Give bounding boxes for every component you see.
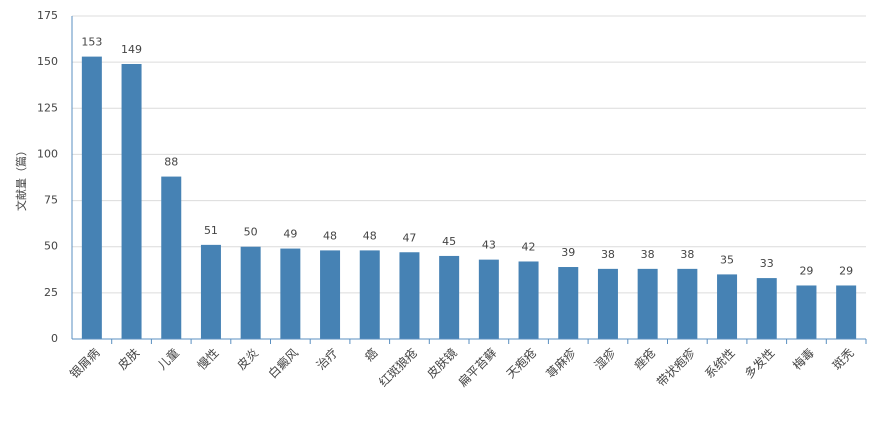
data-label: 48 (363, 229, 377, 242)
y-axis-label: 文献量（篇） (14, 145, 28, 211)
y-tick-label: 150 (37, 55, 58, 68)
x-tick-label: 荨麻疹 (543, 345, 579, 381)
data-label: 149 (121, 43, 142, 56)
data-label: 35 (720, 253, 734, 266)
bar (597, 268, 618, 339)
data-label: 39 (561, 246, 575, 259)
data-label: 43 (482, 239, 496, 252)
bar (200, 244, 221, 339)
y-tick-label: 75 (44, 194, 58, 207)
x-tick-label: 儿童 (154, 345, 182, 373)
x-tick-label: 皮炎 (234, 346, 261, 373)
bar (399, 252, 420, 339)
data-label: 29 (839, 264, 853, 277)
data-label: 50 (244, 226, 258, 239)
bar (320, 250, 341, 339)
x-tick-label: 皮肤镜 (424, 345, 460, 381)
data-label: 48 (323, 229, 337, 242)
x-tick-label: 梅毒 (789, 345, 817, 373)
data-label: 29 (799, 264, 813, 277)
x-tick-label: 多发性 (741, 345, 777, 381)
bar (439, 255, 460, 339)
bar (637, 268, 658, 339)
data-label: 38 (601, 248, 615, 261)
x-tick-label: 天疱疮 (503, 345, 539, 381)
x-tick-label: 银屑病 (66, 345, 102, 381)
bar (836, 285, 857, 339)
y-tick-label: 100 (37, 147, 58, 160)
x-tick-label: 斑秃 (830, 346, 857, 373)
data-label: 49 (283, 228, 297, 241)
bar (717, 274, 738, 339)
data-label: 47 (402, 231, 416, 244)
data-label: 153 (81, 36, 102, 49)
bar (518, 261, 539, 339)
x-tick-label: 痤疮 (631, 345, 659, 373)
bar (558, 267, 579, 339)
bar (756, 278, 777, 339)
x-tick-label: 癌 (361, 345, 380, 364)
x-tick-label: 带状疱疹 (653, 345, 698, 390)
bar (81, 56, 102, 339)
y-tick-label: 25 (44, 286, 58, 299)
bar (121, 63, 142, 339)
data-label: 45 (442, 235, 456, 248)
x-tick-label: 扁平苔藓 (456, 346, 500, 390)
y-tick-label: 0 (51, 332, 58, 345)
data-label: 42 (522, 240, 536, 253)
bar (359, 250, 380, 339)
data-label: 88 (164, 156, 178, 169)
x-tick-label: 慢性 (195, 346, 222, 373)
bar (677, 268, 698, 339)
x-tick-label: 湿疹 (591, 345, 619, 373)
y-tick-label: 125 (37, 101, 58, 114)
y-tick-label: 50 (44, 240, 58, 253)
data-label: 33 (760, 257, 774, 270)
x-tick-label: 系统性 (702, 346, 737, 381)
x-tick-label: 治疗 (314, 346, 341, 373)
data-label: 51 (204, 224, 218, 237)
x-tick-label: 皮肤 (115, 345, 143, 373)
y-tick-label: 175 (37, 9, 58, 22)
bar (240, 246, 261, 339)
data-label: 38 (641, 248, 655, 261)
bar (796, 285, 817, 339)
data-label: 38 (680, 248, 694, 261)
x-tick-label: 红斑狼疮 (375, 345, 420, 390)
bar (280, 248, 301, 339)
bar (161, 176, 182, 339)
x-tick-label: 白癜风 (265, 345, 301, 381)
bar (478, 259, 499, 339)
